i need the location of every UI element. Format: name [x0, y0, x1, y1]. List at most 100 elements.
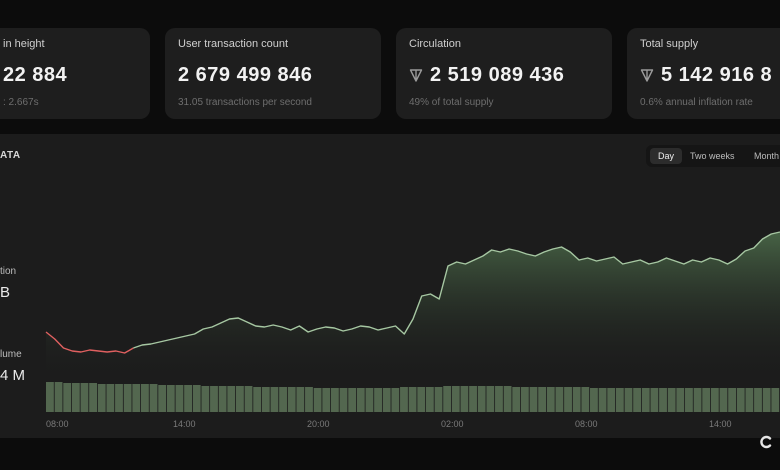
volume-bar [607, 388, 616, 412]
volume-bar [106, 384, 115, 412]
volume-bar [305, 387, 313, 412]
volume-bar [598, 388, 607, 412]
volume-bar [754, 388, 762, 412]
volume-bar [123, 384, 132, 412]
volume-bar [132, 384, 141, 412]
volume-bar [512, 387, 521, 412]
range-day-button[interactable]: Day [650, 148, 683, 164]
volume-bar [745, 388, 754, 412]
metric-label: lume [0, 349, 22, 360]
volume-bar [564, 387, 572, 412]
x-axis-tick-label: 20:00 [307, 419, 330, 429]
volume-bar [166, 385, 175, 412]
volume-bar [244, 386, 253, 412]
volume-bar [46, 382, 54, 412]
volume-bar [676, 388, 685, 412]
volume-bar [158, 385, 167, 412]
volume-bar [89, 383, 98, 412]
x-axis-tick-label: 14:00 [173, 419, 196, 429]
volume-bar [469, 386, 477, 412]
volume-bar [495, 386, 503, 412]
volume-bar [486, 386, 495, 412]
volume-bar [693, 388, 702, 412]
volume-bar [719, 388, 728, 412]
volume-bar [667, 388, 676, 412]
time-range-toggle: Day Two weeks Month [646, 145, 780, 167]
volume-bar [382, 388, 391, 412]
volume-bar [210, 386, 218, 412]
volume-bar [736, 388, 745, 412]
stat-card-circulation: Circulation 2 519 089 436 49% of total s… [396, 28, 612, 119]
volume-bar [54, 382, 63, 412]
x-axis-tick-label: 08:00 [46, 419, 69, 429]
volume-bar [149, 384, 158, 412]
logo-icon [760, 435, 772, 449]
volume-bar [313, 388, 322, 412]
range-two-weeks-button[interactable]: Two weeks [690, 151, 735, 161]
x-axis-tick-label: 14:00 [709, 419, 732, 429]
volume-bar [659, 388, 667, 412]
volume-bar [339, 388, 348, 412]
stat-value: 2 519 089 436 [430, 64, 565, 86]
volume-bar [728, 388, 737, 412]
volume-bar [633, 388, 642, 412]
volume-bar [201, 386, 210, 412]
volume-bar [365, 388, 374, 412]
volume-bar [555, 387, 564, 412]
volume-bar [641, 388, 650, 412]
volume-bar [451, 386, 460, 412]
volume-bar [710, 388, 719, 412]
volume-bar [685, 388, 693, 412]
stat-value: 2 679 499 846 [178, 64, 313, 86]
volume-bar [80, 383, 89, 412]
volume-bar [261, 387, 270, 412]
volume-bar [400, 387, 408, 412]
volume-bar [115, 384, 123, 412]
volume-bar [279, 387, 287, 412]
volume-bar [771, 388, 780, 412]
x-axis-tick-label: 02:00 [441, 419, 464, 429]
price-volume-chart: 08:00 14:00 20:00 02:00 08:00 14:00 [45, 231, 780, 429]
volume-bar [503, 386, 512, 412]
volume-bar [762, 388, 771, 412]
volume-bar [356, 388, 365, 412]
volume-bar [615, 388, 624, 412]
stat-sub: : 2.667s [3, 97, 39, 108]
volume-bar [140, 384, 149, 412]
stat-sub: 49% of total supply [409, 97, 494, 108]
volume-bar [71, 383, 80, 412]
stat-label: in height [3, 38, 45, 50]
stat-label: Total supply [640, 38, 699, 50]
volume-bar [287, 387, 296, 412]
volume-bar [175, 385, 184, 412]
volume-bar [296, 387, 305, 412]
volume-bar [702, 388, 711, 412]
volume-bar [434, 387, 443, 412]
volume-bar [650, 388, 659, 412]
volume-bar [374, 388, 382, 412]
stat-label: Circulation [409, 38, 461, 50]
stat-sub: 31.05 transactions per second [178, 97, 312, 108]
volume-bar [227, 386, 236, 412]
stat-card-total-supply: Total supply 5 142 916 8 0.6% annual inf… [627, 28, 780, 119]
metric-label: tion [0, 266, 17, 277]
volume-bar [417, 387, 426, 412]
volume-bar [322, 388, 331, 412]
volume-bar [348, 388, 357, 412]
volume-bar [192, 385, 201, 412]
volume-bar [443, 386, 452, 412]
price-line-down [45, 331, 134, 354]
panel-title: ATA [0, 150, 21, 161]
ton-icon [409, 69, 423, 82]
volume-bar [581, 387, 590, 412]
volume-bar [218, 386, 227, 412]
metric-value: 4 M [0, 367, 26, 384]
volume-bar [572, 387, 581, 412]
price-line-up [133, 231, 780, 349]
metric-value: B [0, 284, 11, 301]
stat-card-transaction-count: User transaction count 2 679 499 846 31.… [165, 28, 381, 119]
stat-value: 22 884 [3, 64, 68, 86]
range-month-button[interactable]: Month [754, 151, 780, 161]
volume-bar [235, 386, 244, 412]
volume-bar [460, 386, 469, 412]
